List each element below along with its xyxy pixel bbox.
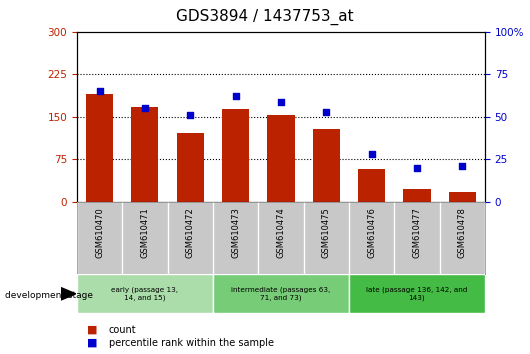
Text: ■: ■ xyxy=(87,325,98,335)
Text: GSM610475: GSM610475 xyxy=(322,207,331,258)
Bar xyxy=(222,109,249,202)
Bar xyxy=(213,274,349,313)
Bar xyxy=(349,274,485,313)
Bar xyxy=(313,129,340,202)
Point xyxy=(277,99,285,104)
Bar xyxy=(358,169,385,202)
Point xyxy=(413,165,421,171)
Text: count: count xyxy=(109,325,136,335)
Text: GSM610477: GSM610477 xyxy=(412,207,421,258)
Text: percentile rank within the sample: percentile rank within the sample xyxy=(109,338,273,348)
Text: ■: ■ xyxy=(87,338,98,348)
Bar xyxy=(86,94,113,202)
Point xyxy=(186,112,195,118)
Text: early (passage 13,
14, and 15): early (passage 13, 14, and 15) xyxy=(111,287,179,301)
Bar xyxy=(77,274,213,313)
Bar xyxy=(176,133,204,202)
Point xyxy=(367,152,376,157)
Text: GSM610470: GSM610470 xyxy=(95,207,104,258)
Point xyxy=(140,105,149,111)
Bar xyxy=(403,189,430,202)
Text: late (passage 136, 142, and
143): late (passage 136, 142, and 143) xyxy=(366,287,467,301)
Text: GSM610478: GSM610478 xyxy=(458,207,467,258)
Text: GSM610476: GSM610476 xyxy=(367,207,376,258)
Text: GSM610473: GSM610473 xyxy=(231,207,240,258)
Point xyxy=(231,93,240,99)
Text: intermediate (passages 63,
71, and 73): intermediate (passages 63, 71, and 73) xyxy=(231,287,331,301)
Polygon shape xyxy=(61,287,76,300)
Text: GSM610474: GSM610474 xyxy=(277,207,285,258)
Bar xyxy=(131,107,158,202)
Text: GDS3894 / 1437753_at: GDS3894 / 1437753_at xyxy=(176,9,354,25)
Point xyxy=(458,163,466,169)
Text: development stage: development stage xyxy=(5,291,93,300)
Point xyxy=(95,88,104,94)
Point xyxy=(322,109,331,115)
Text: GSM610471: GSM610471 xyxy=(140,207,149,258)
Bar xyxy=(267,115,295,202)
Bar xyxy=(449,192,476,202)
Text: GSM610472: GSM610472 xyxy=(186,207,195,258)
